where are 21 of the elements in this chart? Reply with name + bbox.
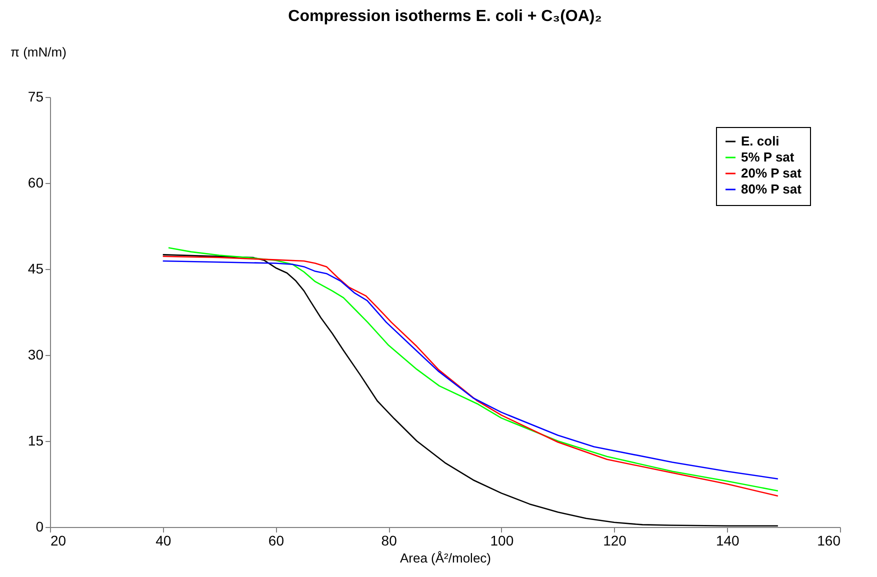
x-tick-label: 140	[716, 532, 740, 548]
y-tick-label: 30	[28, 346, 44, 362]
y-tick-label: 75	[28, 88, 44, 104]
x-axis-title: Area (Å²/molec)	[400, 550, 492, 566]
legend-label: 20% P sat	[741, 166, 802, 180]
y-axis-title: π (mN/m)	[10, 44, 66, 60]
legend-label: 80% P sat	[741, 182, 802, 196]
chart-title: Compression isotherms E. coli + C₃(OA)₂	[288, 8, 602, 25]
y-tick-label: 45	[28, 260, 44, 276]
y-tick-label: 15	[28, 432, 44, 448]
x-tick-label: 120	[603, 532, 627, 548]
x-tick-label: 160	[817, 532, 841, 548]
x-tick-label: 40	[156, 532, 172, 548]
legend-label: E. coli	[741, 134, 780, 148]
y-tick-label: 60	[28, 174, 44, 190]
x-tick-label: 80	[381, 532, 398, 548]
x-tick-label: 100	[490, 532, 514, 548]
x-tick-label: 60	[268, 532, 284, 548]
y-tick-label: 0	[36, 518, 44, 534]
legend-label: 5% P sat	[741, 150, 795, 164]
x-tick-label: 20	[50, 532, 66, 548]
